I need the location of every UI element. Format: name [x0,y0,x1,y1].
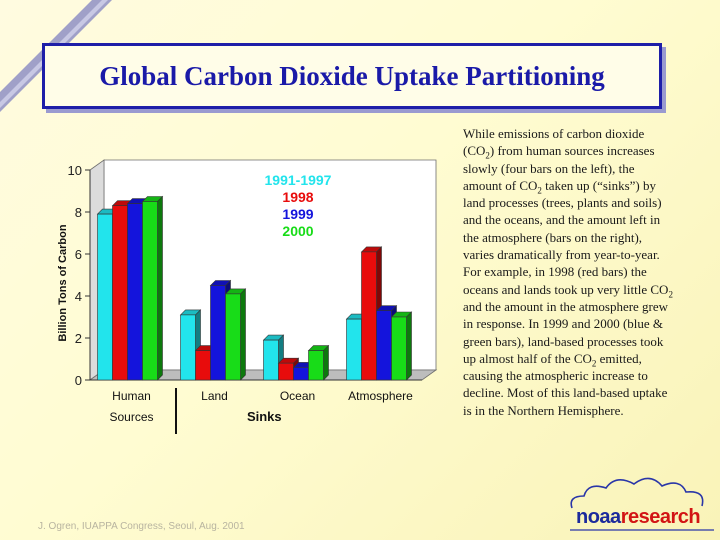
group-label-sources: Sources [109,410,153,424]
bar [376,310,392,381]
bar [293,367,309,381]
co2-subscript: 2 [485,150,490,161]
bar-side [406,311,412,381]
description-part-5: emitted, causing the atmospheric increas… [463,350,668,418]
description-part-1: While emissions of carbon dioxide (CO [463,126,645,159]
footer-citation: J. Ogren, IUAPPA Congress, Seoul, Aug. 2… [38,521,245,532]
y-axis-label: Billion Tons of Carbon [57,224,69,341]
bar [308,350,324,381]
co2-subscript: 2 [591,358,597,369]
bar-side [240,288,246,381]
y-tick-label: 8 [75,205,82,220]
x-tick-label: Atmosphere [348,389,413,403]
description-part-3: taken up (“sinks”) by land processes (tr… [463,177,669,297]
bar [180,314,196,381]
bar-side [323,344,329,381]
legend-entry: 1999 [282,206,313,222]
description-text: While emissions of carbon dioxide (CO2) … [463,125,673,419]
co2-subscript: 2 [537,185,542,196]
y-tick-label: 2 [75,331,82,346]
y-tick-label: 0 [75,373,82,388]
x-tick-label: Human [112,389,151,403]
bar [142,201,158,381]
legend-entry: 1998 [282,189,313,205]
bar [195,350,211,381]
slide-title: Global Carbon Dioxide Uptake Partitionin… [99,60,605,91]
logo-wordmark: noaaresearch [576,506,701,528]
bar [97,213,113,381]
y-tick-label: 6 [75,247,82,262]
description-part-4: and the amount in the atmosphere grew in… [463,298,669,366]
legend-entry: 1991-1997 [265,172,332,188]
bar [112,205,128,381]
cloud-icon [570,477,714,531]
group-label-sinks: Sinks [247,409,282,424]
noaa-research-logo: noaaresearch [562,470,720,536]
bar-chart: 0 2 4 6 8 10 Billion Tons of Carbon Human Land Oc… [57,159,438,434]
y-tick-label: 10 [68,163,82,178]
legend-entry: 2000 [282,223,313,239]
y-tick-label: 4 [75,289,82,304]
description-part-2: ) from human sources increases slowly (f… [463,143,655,193]
co2-subscript: 2 [668,289,673,300]
bar [391,316,407,381]
x-tick-label: Ocean [280,389,315,403]
bar-side [157,195,163,381]
bar [346,318,362,381]
bar [225,293,241,381]
title-box: Global Carbon Dioxide Uptake Partitionin… [42,43,662,109]
bar [210,285,226,381]
bar [127,203,143,381]
x-tick-label: Land [201,389,228,403]
bar [361,251,377,381]
bar [263,339,279,381]
bar [278,362,294,381]
